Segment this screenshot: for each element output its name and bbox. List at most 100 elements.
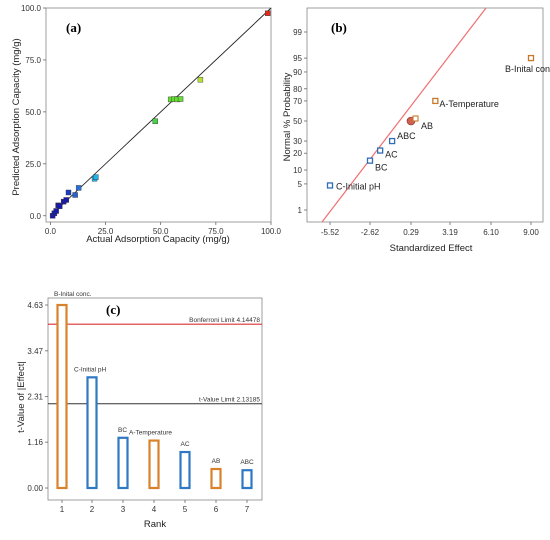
- panel-c-bar-7: [241, 469, 253, 490]
- panel-b-x-tick-label-5: 9.00: [523, 228, 539, 237]
- panel-c-y-tick-label-4: 4.63: [27, 301, 43, 310]
- panel-b-point-label-1: BC: [375, 163, 388, 173]
- panel-b-x-tick-label-0: -5.52: [321, 228, 340, 237]
- panel-b-y-tick-label-4: 30: [293, 137, 302, 146]
- panel-a-x-label: Actual Adsorption Capacity (mg/g): [86, 234, 230, 245]
- panel-a-point-16: [177, 96, 184, 102]
- panel-a-point-8: [72, 192, 78, 198]
- panel-c-bar-3: [117, 436, 129, 490]
- panel-a-tag: (a): [66, 20, 81, 35]
- panel-b-point-3: [388, 137, 396, 145]
- panel-b-y-tick-label-7: 80: [293, 85, 302, 94]
- panel-b-x-tick-label-2: 0.29: [403, 228, 419, 237]
- panel-c-y-tick-label-0: 0.00: [27, 484, 43, 493]
- panel-b-y-tick-label-5: 50: [293, 117, 302, 126]
- panel-c-bar-2: [86, 376, 98, 490]
- panel-c-x-tick-label-6: 7: [245, 505, 250, 514]
- panel-b-y-ticks: 1 5 10 20 30 50 70 80 90 95 99: [293, 28, 307, 215]
- panel-a-y-tick-label-0: 0.0: [30, 212, 42, 221]
- panel-c-bar-4: [148, 439, 160, 490]
- panel-b-point-overlap-4: [412, 115, 419, 122]
- panel-b-point-label-5: A-Temperature: [439, 99, 499, 109]
- panel-c-x-tick-label-5: 6: [214, 505, 219, 514]
- panel-c-frame: [47, 297, 263, 501]
- panel-a-point-9: [75, 185, 82, 191]
- panel-b-x-ticks: -5.52 -2.62 0.29 3.19 6.10 9.00: [321, 222, 539, 237]
- panel-a-points: [49, 10, 271, 219]
- panel-a-x-tick-label-2: 50.0: [153, 227, 169, 236]
- panel-a-x-tick-label-0: 0.0: [45, 227, 57, 236]
- panel-c-bar-label-2: C-Initial pH: [74, 366, 106, 373]
- panel-a-y-tick-label-2: 50.0: [25, 108, 41, 117]
- panel-b-point-5: [432, 97, 439, 105]
- panel-c-x-tick-label-3: 4: [152, 505, 157, 514]
- panel-a-x-tick-label-4: 100.0: [261, 227, 282, 236]
- panel-c-x-tick-label-2: 3: [121, 505, 126, 514]
- panel-b-frame: [306, 7, 544, 223]
- panel-b-x-tick-label-3: 3.19: [442, 228, 458, 237]
- panel-c-reference-lines: Bonferroni Limit 4.14478 t-Value Limit 2.…: [48, 317, 262, 405]
- panel-b-y-tick-label-2: 10: [293, 166, 302, 175]
- panel-c-y-tick-label-3: 3.47: [27, 347, 43, 356]
- panel-a-y-tick-label-3: 75.0: [25, 56, 41, 65]
- panel-a-parity-plot: (a) 0.0 25.0 50.0 75.0 100.0 0.0 25.0 50.0 75.0…: [11, 4, 282, 245]
- panel-c-y-tick-label-2: 2.31: [27, 393, 43, 402]
- panel-a-point-18: [264, 10, 271, 16]
- panel-b-point-1: [366, 157, 374, 164]
- panel-c-x-tick-label-1: 2: [90, 505, 95, 514]
- panel-c-y-ticks: 0.00 1.16 2.31 3.47 4.63: [27, 301, 48, 493]
- panel-b-normal-plot: (b) C-Initial pH BC AC ABC AB A-Temperature B-…: [282, 7, 550, 254]
- panel-b-point-6: [527, 54, 535, 62]
- panel-a-y-tick-label-1: 25.0: [25, 160, 41, 169]
- panel-a-point-2: [53, 208, 59, 214]
- panel-b-y-tick-label-8: 90: [293, 68, 302, 77]
- panel-c-x-ticks: 1 2 3 4 5 6 7: [60, 500, 250, 514]
- panel-b-x-tick-label-1: -2.62: [361, 228, 380, 237]
- panel-c-bar-label-7: ABC: [240, 459, 254, 466]
- panel-b-y-tick-label-3: 20: [293, 149, 302, 158]
- panel-b-point-label-2: AC: [385, 150, 398, 160]
- panel-a-x-ticks: 0.0 25.0 50.0 75.0 100.0: [45, 222, 282, 236]
- panel-c-x-label: Rank: [144, 519, 166, 530]
- panel-a-y-label: Predicted Adsorption Capacity (mg/g): [11, 38, 22, 195]
- panel-b-points: C-Initial pH BC AC ABC AB A-Temperature B-Init…: [326, 54, 550, 191]
- panel-c-x-tick-label-4: 5: [183, 505, 188, 514]
- panel-a-point-4: [56, 203, 63, 209]
- panel-b-y-tick-label-6: 70: [293, 97, 302, 106]
- panel-a-x-tick-label-3: 75.0: [208, 227, 224, 236]
- panel-a-fit-line: [50, 7, 272, 217]
- panel-c-bar-label-5: AC: [180, 441, 189, 448]
- panel-b-y-tick-label-0: 1: [298, 206, 303, 215]
- panel-c-bar-label-3: BC: [118, 427, 127, 434]
- panel-c-bar-1: [56, 303, 68, 490]
- panel-a-point-6: [63, 197, 69, 203]
- panel-c-reference-label-0: Bonferroni Limit 4.14478: [189, 317, 260, 324]
- panel-c-bar-label-1: B-Inital conc.: [54, 291, 92, 298]
- panel-a-y-tick-label-4: 100.0: [21, 4, 42, 13]
- panel-a-point-7: [65, 189, 72, 196]
- panel-b-point-2: [376, 147, 384, 154]
- panel-c-x-tick-label-0: 1: [60, 505, 65, 514]
- panel-b-x-tick-label-4: 6.10: [483, 228, 499, 237]
- panel-b-point-label-0: C-Initial pH: [336, 181, 381, 191]
- panel-a-y-ticks: 0.0 25.0 50.0 75.0 100.0: [21, 4, 46, 221]
- panel-a-point-17: [197, 76, 204, 83]
- panel-c-reference-label-1: t-Value Limit 2.13185: [199, 397, 260, 404]
- panel-b-y-tick-label-10: 99: [293, 28, 302, 37]
- panel-b-point-label-6: B-Inital conc.: [505, 64, 550, 74]
- panel-c-bar-6: [210, 467, 222, 490]
- panel-b-tag: (b): [331, 20, 347, 35]
- panel-c-bars: B-Inital conc. C-Initial pH BC A-Temperatur…: [54, 291, 254, 490]
- panel-c-bar-5: [179, 450, 191, 490]
- panel-c-y-label: t-Value of |Effect|: [16, 361, 27, 433]
- panel-b-x-label: Standardized Effect: [390, 243, 473, 254]
- panel-a-point-11: [93, 174, 99, 180]
- panel-b-point-label-3: ABC: [397, 131, 416, 141]
- panel-a-x-tick-label-1: 25.0: [98, 227, 114, 236]
- panel-c-bar-label-4: A-Temperature: [129, 430, 172, 437]
- panel-a-frame: [45, 7, 272, 223]
- panel-c-bar-label-6: AB: [212, 458, 221, 465]
- panel-b-y-tick-label-9: 95: [293, 54, 302, 63]
- panel-c-pareto-chart: (c) Bonferroni Limit 4.14478 t-Value Limi…: [16, 291, 263, 530]
